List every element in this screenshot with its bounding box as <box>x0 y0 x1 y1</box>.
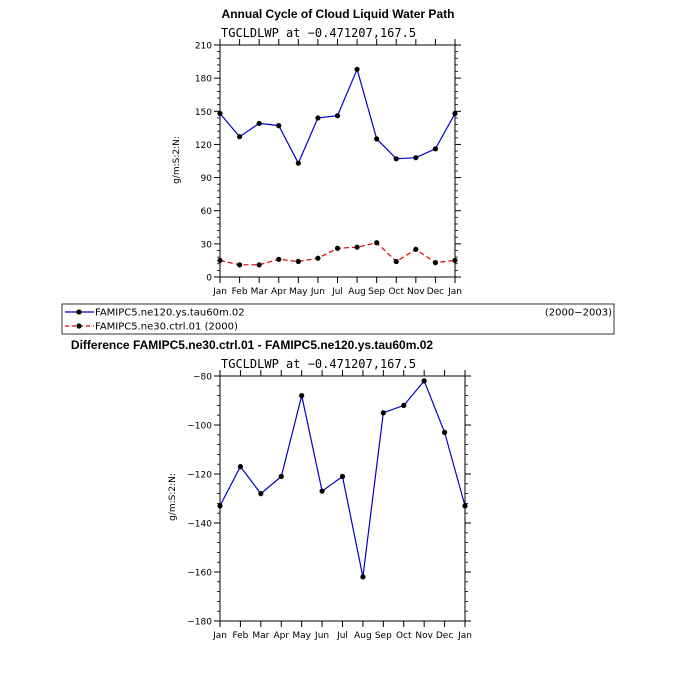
top-series-1-point <box>276 123 282 129</box>
bottom-x-tick-label: Dec <box>436 631 453 641</box>
bottom-x-tick-label: Jan <box>457 631 472 641</box>
top-x-tick-label: Jan <box>447 287 462 297</box>
top-plot-frame <box>219 44 456 278</box>
bottom-series-1-point <box>278 473 284 480</box>
top-series-2-point <box>295 258 301 265</box>
bottom-y-tick-label: −100 <box>187 422 212 432</box>
top-x-tick-label: Apr <box>271 287 287 297</box>
top-x-tick-label: Oct <box>388 287 404 297</box>
legend-period-series-2: (2000) <box>205 322 238 333</box>
top-x-tick-label: May <box>289 287 308 297</box>
top-y-tick-label: 30 <box>201 240 213 250</box>
top-x-tick-label: Nov <box>407 287 425 297</box>
bottom-series-1-point <box>339 473 346 480</box>
top-x-tick-label: Jan <box>212 287 227 297</box>
top-y-axis-label: g/m:S:2:N: <box>172 136 182 184</box>
bottom-chart-title: Difference FAMIPC5.ne30.ctrl.01 - FAMIPC… <box>71 338 433 352</box>
top-series-1-point <box>256 120 262 127</box>
top-series-2-point <box>236 262 243 268</box>
bottom-series-1-point <box>421 378 427 384</box>
top-series-2-point <box>413 246 419 252</box>
top-series-1-point <box>217 110 223 117</box>
bottom-y-axis-label: g/m:S:2:N: <box>168 473 178 521</box>
top-plot-area: 0 30 60 90 120 150 180 210 Jan Feb Mar Apr May Jun Jul… <box>195 39 462 297</box>
bottom-x-tick-label: Mar <box>252 631 269 641</box>
bottom-x-tick-label: Nov <box>415 631 433 641</box>
bottom-x-tick-label: Jun <box>314 631 329 641</box>
bottom-series-1-point <box>217 503 223 509</box>
top-series-2-point <box>256 262 262 268</box>
bottom-series-1-point <box>360 574 366 580</box>
top-series-1-point <box>374 136 380 142</box>
bottom-plot-frame <box>219 375 466 622</box>
top-chart-title: Annual Cycle of Cloud Liquid Water Path <box>222 7 455 21</box>
top-x-tick-label: Dec <box>427 287 444 297</box>
top-x-tick-label: Aug <box>348 287 366 297</box>
top-x-tick-label: Mar <box>251 287 268 297</box>
bottom-x-tick-label: Jan <box>212 631 227 641</box>
bottom-chart-subtitle: TGCLDLWP at −0.471207,167.5 <box>221 357 416 371</box>
legend-label-series-1: FAMIPC5.ne120.ys.tau60m.02 <box>95 308 245 319</box>
bottom-y-tick-label: −120 <box>187 471 212 481</box>
top-series-2-point <box>393 258 399 265</box>
top-series-2-point <box>217 257 223 264</box>
top-x-tick-label: Feb <box>232 287 248 297</box>
bottom-y-tick-label: −140 <box>187 520 212 530</box>
top-series-1-point <box>315 115 321 121</box>
bottom-x-tick-label: Jul <box>336 631 348 641</box>
bottom-x-tick-label: May <box>292 631 311 641</box>
bottom-y-tick-label: −80 <box>193 373 212 383</box>
bottom-series-1-point <box>380 410 386 416</box>
top-series-1-point <box>393 156 399 162</box>
top-y-tick-label: 0 <box>206 274 212 284</box>
top-series-1-point <box>354 66 360 72</box>
top-x-tick-label: Jun <box>310 287 325 297</box>
legend: FAMIPC5.ne120.ys.tau60m.02 (2000−2003) F… <box>61 303 615 335</box>
bottom-series-1-point <box>401 402 407 408</box>
bottom-y-tick-label: −180 <box>187 618 212 628</box>
top-series-1-point <box>432 146 439 152</box>
top-x-tick-label: Jul <box>331 287 343 297</box>
top-series-2-point <box>432 260 439 266</box>
legend-label-series-2: FAMIPC5.ne30.ctrl.01 (2000) <box>95 322 238 333</box>
top-y-tick-label: 120 <box>195 141 212 151</box>
top-y-tick-label: 60 <box>201 207 213 217</box>
top-series-1-point <box>413 155 419 161</box>
top-series-2-point <box>354 244 360 250</box>
bottom-series-1-point <box>462 503 468 509</box>
top-y-tick-label: 90 <box>201 174 213 184</box>
legend-label-series-2-name: FAMIPC5.ne30.ctrl.01 <box>95 322 201 333</box>
bottom-series-1-point <box>441 429 448 435</box>
top-series-2-point <box>276 256 282 262</box>
bottom-series-1-point <box>237 464 244 470</box>
bottom-x-tick-label: Apr <box>273 631 289 641</box>
top-series-1-point <box>236 134 243 140</box>
bottom-x-tick-label: Feb <box>232 631 248 641</box>
bottom-x-tick-label: Sep <box>375 631 392 641</box>
top-y-tick-label: 150 <box>195 108 212 118</box>
bottom-series-1-point <box>258 491 264 497</box>
bottom-x-tick-label: Oct <box>396 631 412 641</box>
bottom-series-1-point <box>299 393 305 399</box>
bottom-x-tick-label: Aug <box>354 631 372 641</box>
legend-period-series-1: (2000−2003) <box>545 308 612 319</box>
top-series-1-point <box>334 113 341 119</box>
top-chart-subtitle: TGCLDLWP at −0.471207,167.5 <box>221 26 416 40</box>
top-series-2-point <box>374 240 380 246</box>
top-series-1-point <box>295 160 301 166</box>
top-y-tick-label: 180 <box>195 75 212 85</box>
bottom-y-tick-label: −160 <box>187 569 212 579</box>
top-series-1-point <box>452 110 458 117</box>
top-series-2-point <box>452 257 458 264</box>
top-y-tick-label: 210 <box>195 42 212 52</box>
top-series-2-point <box>334 245 341 251</box>
legend-marker-series-2 <box>76 323 82 329</box>
bottom-series-1-point <box>319 488 325 494</box>
top-x-tick-label: Sep <box>368 287 385 297</box>
legend-box <box>61 303 615 335</box>
top-series-2-point <box>315 255 321 261</box>
legend-marker-series-1 <box>76 309 82 315</box>
